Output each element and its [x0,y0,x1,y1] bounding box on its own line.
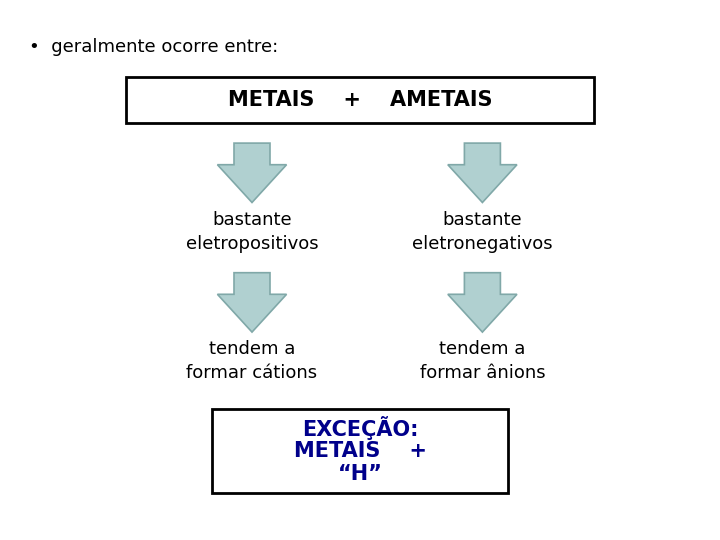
Polygon shape [448,143,517,202]
Text: eletronegativos: eletronegativos [412,235,553,253]
Text: eletropositivos: eletropositivos [186,235,318,253]
Polygon shape [217,143,287,202]
Text: formar cátions: formar cátions [186,364,318,382]
FancyBboxPatch shape [126,77,594,123]
FancyBboxPatch shape [212,409,508,492]
Text: •  geralmente ocorre entre:: • geralmente ocorre entre: [29,38,278,56]
Text: bastante: bastante [212,211,292,228]
Text: tendem a: tendem a [439,340,526,358]
Text: EXCEÇÃO:: EXCEÇÃO: [302,416,418,440]
Polygon shape [217,273,287,332]
Text: METAIS    +    AMETAIS: METAIS + AMETAIS [228,90,492,110]
Text: METAIS    +: METAIS + [294,441,426,461]
Text: formar ânions: formar ânions [420,364,545,382]
Text: bastante: bastante [443,211,522,228]
Text: “H”: “H” [338,464,382,484]
Text: tendem a: tendem a [209,340,295,358]
Polygon shape [448,273,517,332]
